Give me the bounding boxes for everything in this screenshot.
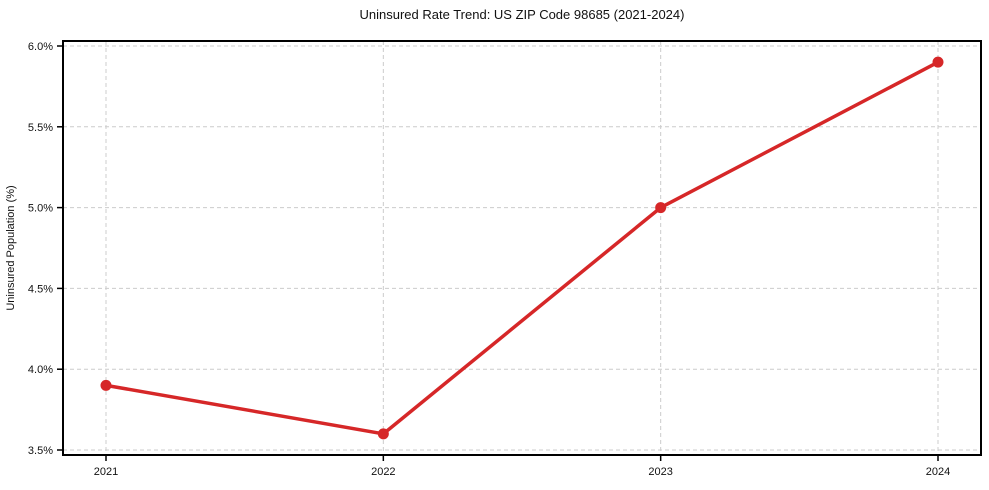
data-point <box>655 202 667 214</box>
x-tick-label: 2022 <box>371 466 395 478</box>
y-tick-label: 6.0% <box>28 41 53 53</box>
y-tick-label: 4.0% <box>28 364 53 376</box>
y-tick-label: 4.5% <box>28 283 53 295</box>
trend-line <box>104 60 940 436</box>
x-tick-label: 2023 <box>648 466 672 478</box>
chart-title: Uninsured Rate Trend: US ZIP Code 98685 … <box>359 7 685 22</box>
data-point <box>932 56 944 68</box>
plot-border <box>62 40 982 456</box>
y-tick-label: 5.5% <box>28 122 53 134</box>
data-point <box>100 379 112 391</box>
y-axis-label: Uninsured Population (%) <box>5 185 17 310</box>
x-tick-label: 2024 <box>926 466 950 478</box>
data-point <box>377 428 389 440</box>
x-tick-label: 2021 <box>94 466 118 478</box>
y-tick-label: 5.0% <box>28 203 53 215</box>
y-tick-label: 3.5% <box>28 445 53 457</box>
